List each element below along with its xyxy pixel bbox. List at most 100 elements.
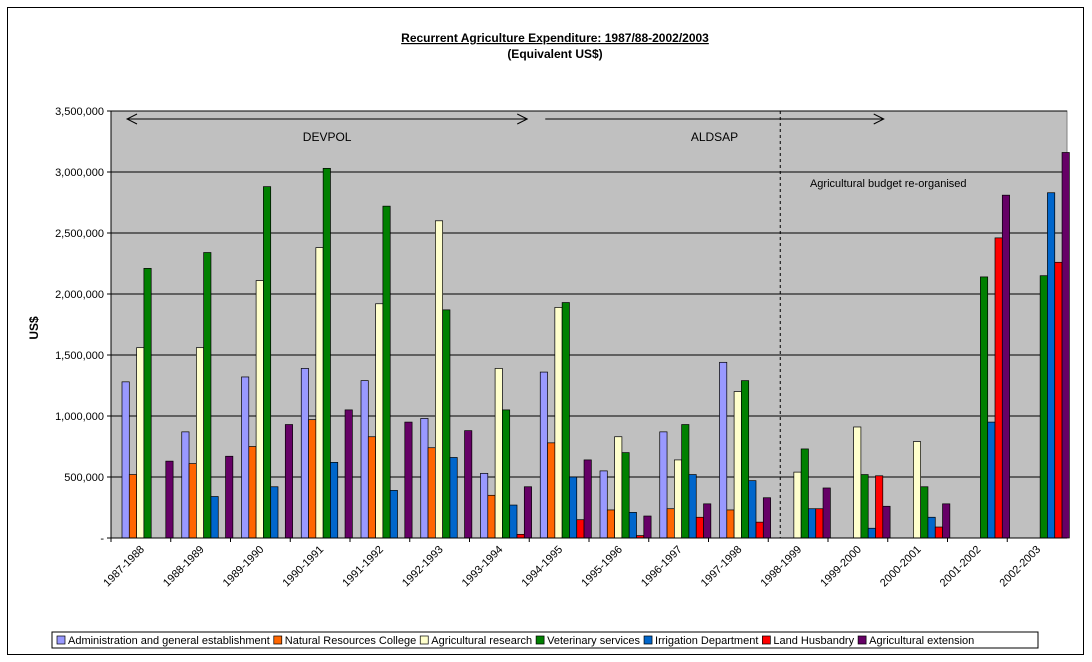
x-tick-label: 1998-1999 xyxy=(759,544,805,590)
bar-land-husbandry-2001-2002 xyxy=(994,237,1003,539)
bar-agricultural-extension-1987-1988 xyxy=(165,460,174,539)
bar-irrigation-department-1996-1997 xyxy=(688,474,697,539)
bar-land-husbandry-1997-1998 xyxy=(755,521,764,539)
y-tick-label: 2,500,000 xyxy=(55,228,104,240)
x-tick-label: 1993-1994 xyxy=(460,544,506,590)
devpol-label: DEVPOL xyxy=(303,130,352,144)
bar-irrigation-department-2000-2001 xyxy=(927,516,936,539)
bar-agricultural-extension-1997-1998 xyxy=(762,497,771,539)
bar-land-husbandry-1993-1994 xyxy=(516,533,525,539)
y-tick-label: 3,000,000 xyxy=(55,167,104,179)
bar-natural-resources-college-1995-1996 xyxy=(606,509,615,539)
legend-label: Agricultural extension xyxy=(869,635,974,647)
x-tick-label: 1987-1988 xyxy=(101,544,147,590)
bar-agricultural-research-1992-1993 xyxy=(435,220,444,539)
bar-irrigation-department-1988-1989 xyxy=(210,496,219,539)
reorganised-label: Agricultural budget re-organised xyxy=(810,178,967,190)
x-tick-label: 1990-1991 xyxy=(281,544,327,590)
chart-title: Recurrent Agriculture Expenditure: 1987/… xyxy=(401,31,709,45)
y-tick-label: - xyxy=(100,533,104,545)
bar-natural-resources-college-1993-1994 xyxy=(487,494,496,539)
x-tick-label: 1997-1998 xyxy=(699,544,745,590)
y-tick-label: 2,000,000 xyxy=(55,289,104,301)
bar-agricultural-extension-1988-1989 xyxy=(225,455,234,539)
bar-agricultural-extension-1991-1992 xyxy=(404,421,413,539)
legend: Administration and general establishment… xyxy=(56,635,974,647)
x-tick-label: 2001-2002 xyxy=(938,544,984,590)
bar-irrigation-department-1991-1992 xyxy=(389,490,398,539)
legend-swatch xyxy=(643,635,653,645)
legend-label: Administration and general establishment xyxy=(68,635,270,647)
x-tick-label: 1994-1995 xyxy=(520,544,566,590)
legend-swatch xyxy=(419,635,429,645)
bar-irrigation-department-1992-1993 xyxy=(449,457,458,539)
bar-agricultural-extension-1998-1999 xyxy=(822,487,831,539)
x-tick-label: 1996-1997 xyxy=(639,544,685,590)
legend-swatch xyxy=(535,635,545,645)
bar-administration-and-general-establishment-1988-1989 xyxy=(181,431,190,539)
x-tick-label: 1999-2000 xyxy=(818,544,864,590)
reorganised-annotation: Agricultural budget re-organised xyxy=(779,111,967,538)
x-tick-label: 1988-1989 xyxy=(161,544,207,590)
legend-label: Irrigation Department xyxy=(655,635,758,647)
bar-agricultural-research-1988-1989 xyxy=(196,347,205,539)
bar-veterinary-services-2001-2002 xyxy=(980,276,989,539)
bar-irrigation-department-1989-1990 xyxy=(270,486,279,539)
bar-agricultural-extension-1999-2000 xyxy=(882,505,891,539)
bar-agricultural-research-1999-2000 xyxy=(853,426,862,539)
bar-agricultural-research-1996-1997 xyxy=(673,459,682,539)
devpol-annotation: DEVPOL xyxy=(125,113,529,144)
bar-land-husbandry-1994-1995 xyxy=(576,519,585,539)
bar-land-husbandry-1998-1999 xyxy=(815,508,824,539)
legend-label: Veterinary services xyxy=(547,635,640,647)
bar-land-husbandry-1999-2000 xyxy=(875,475,884,539)
bar-natural-resources-college-1988-1989 xyxy=(188,463,197,539)
bar-irrigation-department-1990-1991 xyxy=(330,462,339,539)
bar-agricultural-research-1987-1988 xyxy=(136,347,145,539)
legend-swatch xyxy=(273,635,283,645)
legend-label: Agricultural research xyxy=(431,635,532,647)
y-tick-label: 3,500,000 xyxy=(55,106,104,118)
bar-irrigation-department-1999-2000 xyxy=(867,527,876,539)
bar-agricultural-extension-1989-1990 xyxy=(284,424,293,539)
bar-land-husbandry-2002-2003 xyxy=(1054,261,1063,539)
y-tick-label: 500,000 xyxy=(64,472,104,484)
bar-agricultural-extension-1996-1997 xyxy=(703,503,712,539)
bar-agricultural-extension-1993-1994 xyxy=(523,486,532,539)
bar-agricultural-research-1998-1999 xyxy=(793,471,802,539)
bar-administration-and-general-establishment-1994-1995 xyxy=(539,371,548,539)
devpol-arrowhead-right xyxy=(517,113,529,125)
chart-subtitle: (Equivalent US$) xyxy=(507,47,602,61)
aldsap-annotation: ALDSAP xyxy=(545,113,885,144)
x-tick-label: 2002-2003 xyxy=(998,544,1044,590)
bar-irrigation-department-1994-1995 xyxy=(569,476,578,539)
bar-natural-resources-college-1991-1992 xyxy=(367,436,376,539)
bar-agricultural-research-1989-1990 xyxy=(255,280,264,539)
bar-agricultural-extension-2001-2002 xyxy=(1001,194,1010,539)
bar-agricultural-extension-1990-1991 xyxy=(344,409,353,539)
y-tick-label: 1,500,000 xyxy=(55,350,104,362)
x-tick-label: 1989-1990 xyxy=(221,544,267,590)
bar-agricultural-research-2000-2001 xyxy=(912,441,921,539)
x-tick-label: 1991-1992 xyxy=(340,544,386,590)
bar-veterinary-services-2000-2001 xyxy=(920,486,929,539)
bar-administration-and-general-establishment-1989-1990 xyxy=(241,376,250,539)
legend-label: Land Husbandry xyxy=(773,635,854,647)
x-axis-ticks: 1987-1988 1988-1989 1989-1990 1990-1991 1991… xyxy=(101,537,1067,590)
legend-swatch xyxy=(857,635,867,645)
legend-label: Natural Resources College xyxy=(285,635,416,647)
bar-irrigation-department-1993-1994 xyxy=(509,504,518,539)
bar-veterinary-services-1987-1988 xyxy=(143,268,152,539)
bar-agricultural-extension-2002-2003 xyxy=(1061,152,1070,539)
bar-agricultural-research-1997-1998 xyxy=(733,391,742,539)
bar-administration-and-general-establishment-1996-1997 xyxy=(659,431,668,539)
devpol-arrowhead-left xyxy=(125,113,138,125)
bar-irrigation-department-2001-2002 xyxy=(987,421,996,539)
bar-irrigation-department-1995-1996 xyxy=(628,512,637,539)
aldsap-label: ALDSAP xyxy=(691,130,738,144)
bar-veterinary-services-1997-1998 xyxy=(741,380,750,539)
bar-natural-resources-college-1996-1997 xyxy=(666,508,675,539)
y-axis-ticks: - 500,000 1,000,000 1,500,000 2,000,000 2,500… xyxy=(55,106,112,545)
bar-veterinary-services-1988-1989 xyxy=(203,252,212,539)
